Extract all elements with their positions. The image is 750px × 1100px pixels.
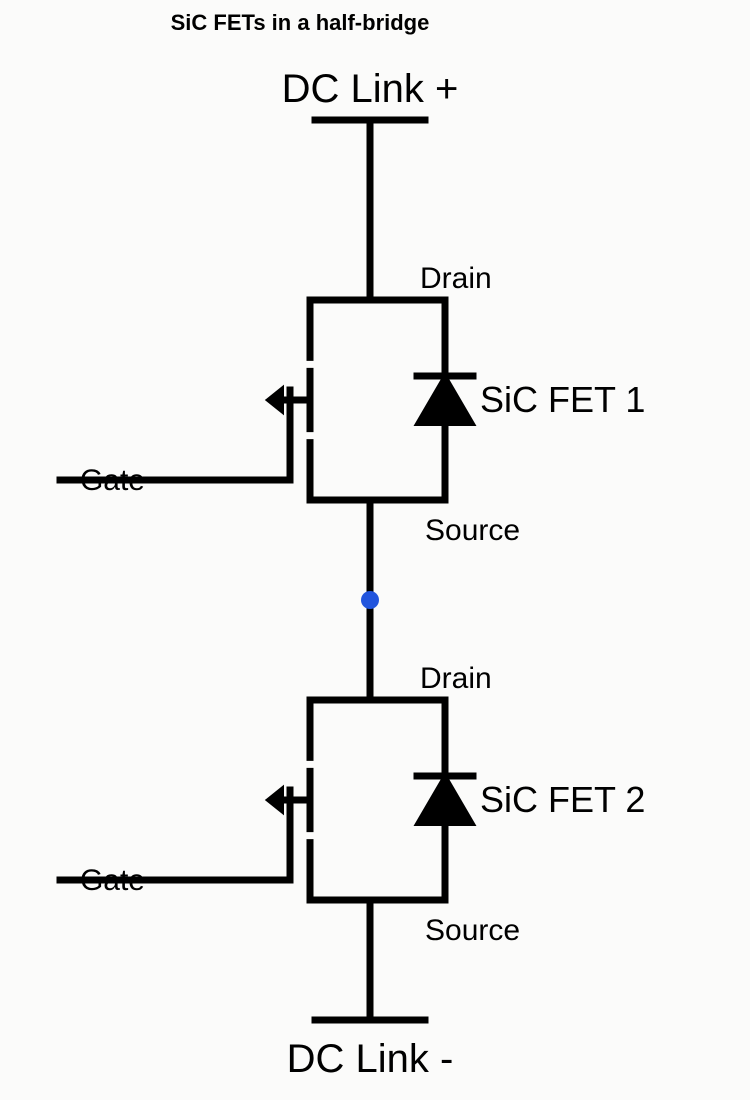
fet2-source-label: Source — [425, 914, 520, 947]
fet1-drain-label: Drain — [420, 262, 492, 295]
wires — [315, 120, 425, 1020]
switch-node-dot — [361, 591, 379, 609]
fet2-drain-label: Drain — [420, 662, 492, 695]
dc-link-plus-label: DC Link + — [282, 67, 459, 111]
fet1-device-label: SiC FET 1 — [480, 379, 645, 420]
dc-link-minus-label: DC Link - — [287, 1037, 454, 1081]
diagram-title: SiC FETs in a half-bridge — [171, 10, 430, 35]
half-bridge-schematic: SiC FETs in a half-bridge DC Link + DC L… — [0, 0, 750, 1100]
fet2-device-label: SiC FET 2 — [480, 779, 645, 820]
fet1-source-label: Source — [425, 514, 520, 547]
